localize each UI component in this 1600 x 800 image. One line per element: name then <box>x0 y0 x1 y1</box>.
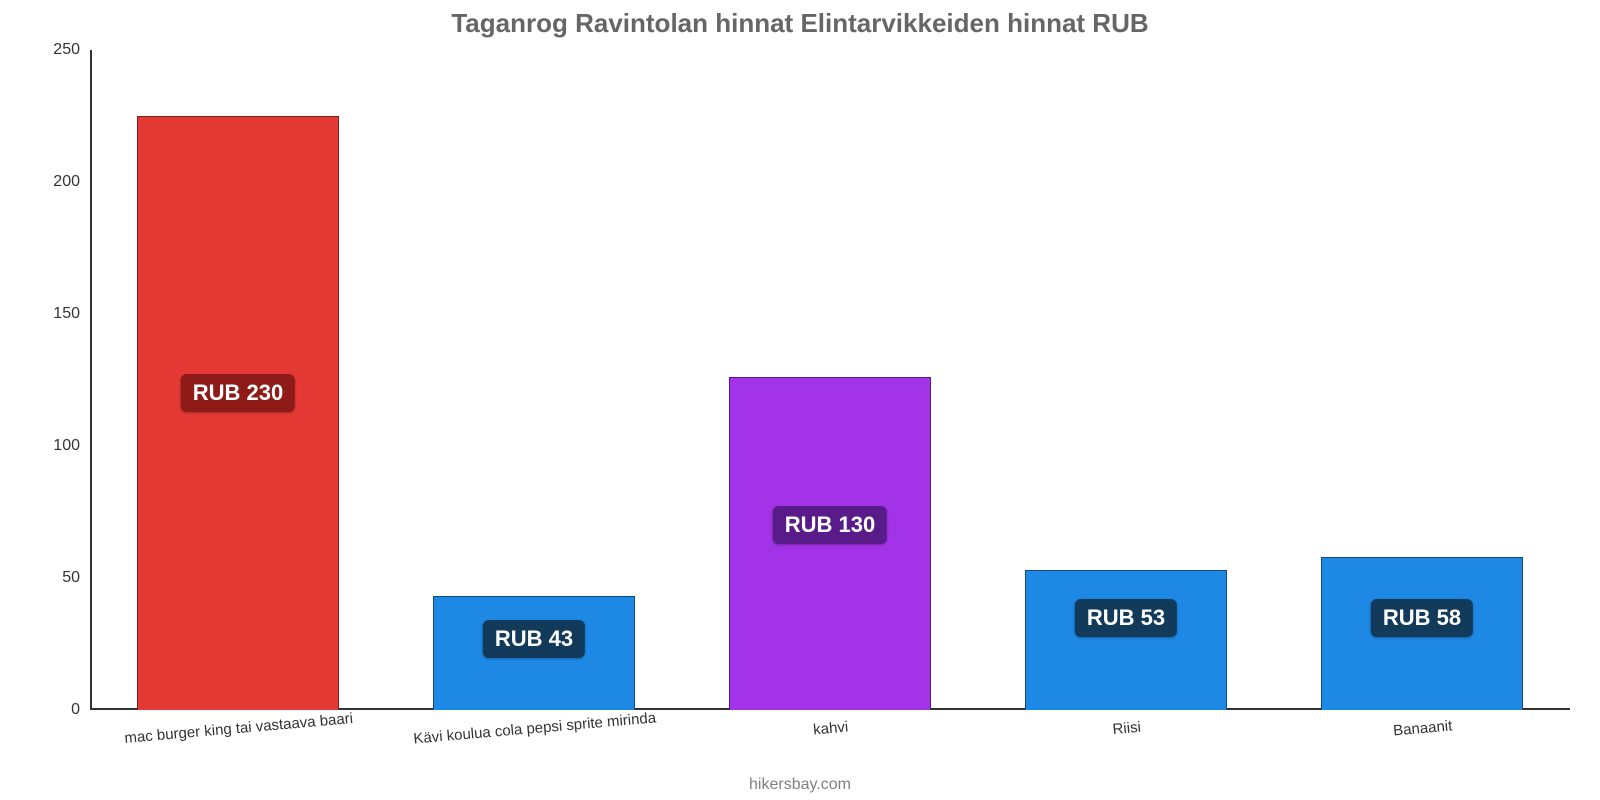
x-axis-label: mac burger king tai vastaava baari <box>124 710 354 747</box>
y-tick-label: 150 <box>53 305 90 323</box>
bar-slot: RUB 130kahvi <box>682 50 978 710</box>
bar-slot: RUB 43Kävi koulua cola pepsi sprite miri… <box>386 50 682 710</box>
value-badge: RUB 230 <box>181 374 295 412</box>
value-badge: RUB 130 <box>773 506 887 544</box>
bar <box>137 116 338 710</box>
x-axis-label: kahvi <box>813 718 849 738</box>
value-badge: RUB 58 <box>1371 599 1473 637</box>
bar <box>1025 570 1226 710</box>
y-tick-label: 100 <box>53 437 90 455</box>
chart-credit: hikersbay.com <box>0 776 1600 794</box>
x-axis-label: Banaanit <box>1393 717 1453 739</box>
bars-layer: RUB 230mac burger king tai vastaava baar… <box>90 50 1570 710</box>
bar-slot: RUB 53Riisi <box>978 50 1274 710</box>
x-axis-label: Riisi <box>1112 719 1142 738</box>
y-tick-label: 250 <box>53 41 90 59</box>
y-tick-label: 50 <box>62 569 90 587</box>
y-tick-label: 0 <box>71 701 90 719</box>
y-tick-label: 200 <box>53 173 90 191</box>
price-bar-chart: Taganrog Ravintolan hinnat Elintarvikkei… <box>0 0 1600 800</box>
plot-area: RUB 230mac burger king tai vastaava baar… <box>90 50 1570 710</box>
plot: RUB 230mac burger king tai vastaava baar… <box>90 50 1570 710</box>
chart-title: Taganrog Ravintolan hinnat Elintarvikkei… <box>0 0 1600 39</box>
value-badge: RUB 43 <box>483 620 585 658</box>
bar-slot: RUB 230mac burger king tai vastaava baar… <box>90 50 386 710</box>
bar-slot: RUB 58Banaanit <box>1274 50 1570 710</box>
x-axis-label: Kävi koulua cola pepsi sprite mirinda <box>413 709 657 747</box>
value-badge: RUB 53 <box>1075 599 1177 637</box>
